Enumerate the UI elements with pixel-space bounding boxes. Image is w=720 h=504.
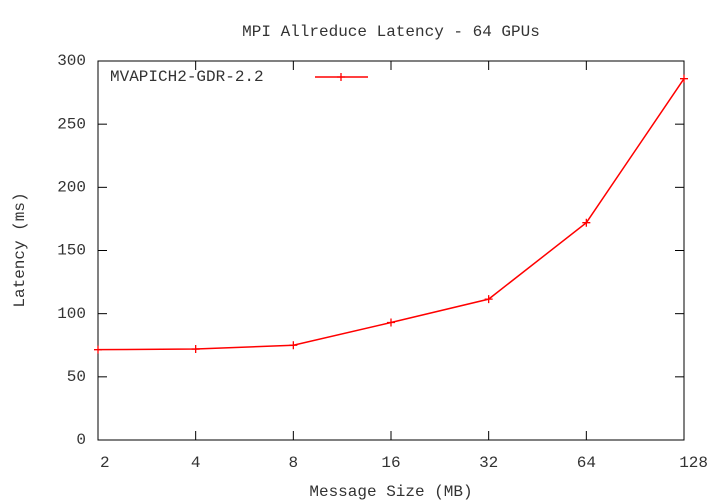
legend-marker [337, 73, 345, 81]
data-point [289, 341, 298, 350]
x-tick-label: 64 [577, 454, 596, 472]
data-point [484, 295, 493, 304]
x-tick-label: 8 [289, 454, 299, 472]
y-tick-label: 300 [57, 52, 86, 70]
y-axis-label: Latency (ms) [11, 192, 29, 307]
x-tick-label: 16 [381, 454, 400, 472]
y-tick-label: 0 [76, 431, 86, 449]
data-point [582, 218, 591, 227]
data-point [94, 345, 102, 354]
y-tick-label: 50 [67, 368, 86, 386]
series-line [97, 78, 685, 351]
data-point [191, 345, 200, 354]
x-tick-label: 4 [191, 454, 201, 472]
plot-frame [97, 60, 685, 441]
x-tick-label: 32 [479, 454, 498, 472]
x-axis-label: Message Size (MB) [309, 483, 472, 501]
y-tick-label: 250 [57, 115, 86, 133]
x-tick-label: 2 [100, 454, 110, 472]
data-point [680, 74, 688, 83]
chart-title: MPI Allreduce Latency - 64 GPUs [242, 23, 540, 41]
y-tick-label: 200 [57, 179, 86, 197]
x-tick-label: 128 [679, 454, 708, 472]
y-tick-label: 100 [57, 305, 86, 323]
data-point [387, 318, 395, 327]
y-tick-label: 150 [57, 242, 86, 260]
legend-label: MVAPICH2-GDR-2.2 [110, 68, 264, 86]
